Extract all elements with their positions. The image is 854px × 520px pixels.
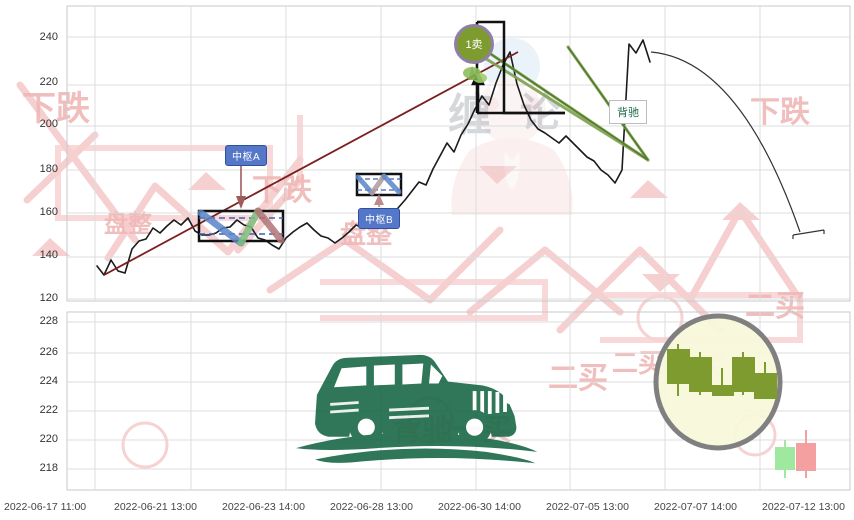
y-tick-bot-222: 222 — [39, 404, 58, 416]
svg-text:盘整: 盘整 — [104, 210, 152, 238]
svg-text:二买: 二买 — [548, 361, 608, 396]
price-line — [96, 39, 651, 276]
y-tick-bot-218: 218 — [39, 462, 58, 474]
pivot-b-tag[interactable]: 中枢B — [358, 208, 401, 229]
x-tick-0: 2022-06-17 11:00 — [4, 501, 87, 513]
y-tick-top-200: 200 — [39, 118, 58, 130]
y-tick-top-240: 240 — [39, 31, 58, 43]
projection-arc — [650, 51, 801, 233]
y-tick-bot-220: 220 — [39, 433, 58, 445]
x-tick-6: 2022-07-07 14:00 — [654, 501, 737, 513]
pivot-a-arrow-head — [236, 196, 246, 209]
y-tick-top-140: 140 — [39, 249, 58, 261]
pivot-a-tag[interactable]: 中枢A — [225, 145, 268, 166]
y-tick-bot-226: 226 — [39, 346, 58, 358]
x-tick-5: 2022-07-05 13:00 — [546, 501, 629, 513]
sell-point-1-badge[interactable]: 1卖 — [454, 24, 494, 64]
pivot-a-box — [197, 207, 285, 247]
trend-line-up — [103, 51, 519, 276]
y-tick-top-220: 220 — [39, 76, 58, 88]
svg-text:二买: 二买 — [745, 289, 805, 324]
x-tick-1: 2022-06-21 13:00 — [114, 501, 197, 513]
right-note-label[interactable]: 背驰 — [609, 100, 647, 124]
x-tick-4: 2022-06-30 14:00 — [438, 501, 521, 513]
y-tick-top-160: 160 — [39, 206, 58, 218]
y-tick-bot-228: 228 — [39, 315, 58, 327]
x-tick-7: 2022-07-12 13:00 — [762, 501, 845, 513]
x-tick-2: 2022-06-23 14:00 — [222, 501, 305, 513]
projection-arc-tick — [792, 229, 825, 236]
x-tick-3: 2022-06-28 13:00 — [330, 501, 413, 513]
svg-text:下跌: 下跌 — [22, 89, 90, 129]
y-tick-top-120: 120 — [39, 292, 58, 304]
pivot-b-box — [355, 172, 403, 197]
y-tick-bot-224: 224 — [39, 375, 58, 387]
pivot-b-arrow-head — [374, 194, 384, 205]
y-tick-top-180: 180 — [39, 163, 58, 175]
sell-cluster-icon — [463, 66, 487, 83]
